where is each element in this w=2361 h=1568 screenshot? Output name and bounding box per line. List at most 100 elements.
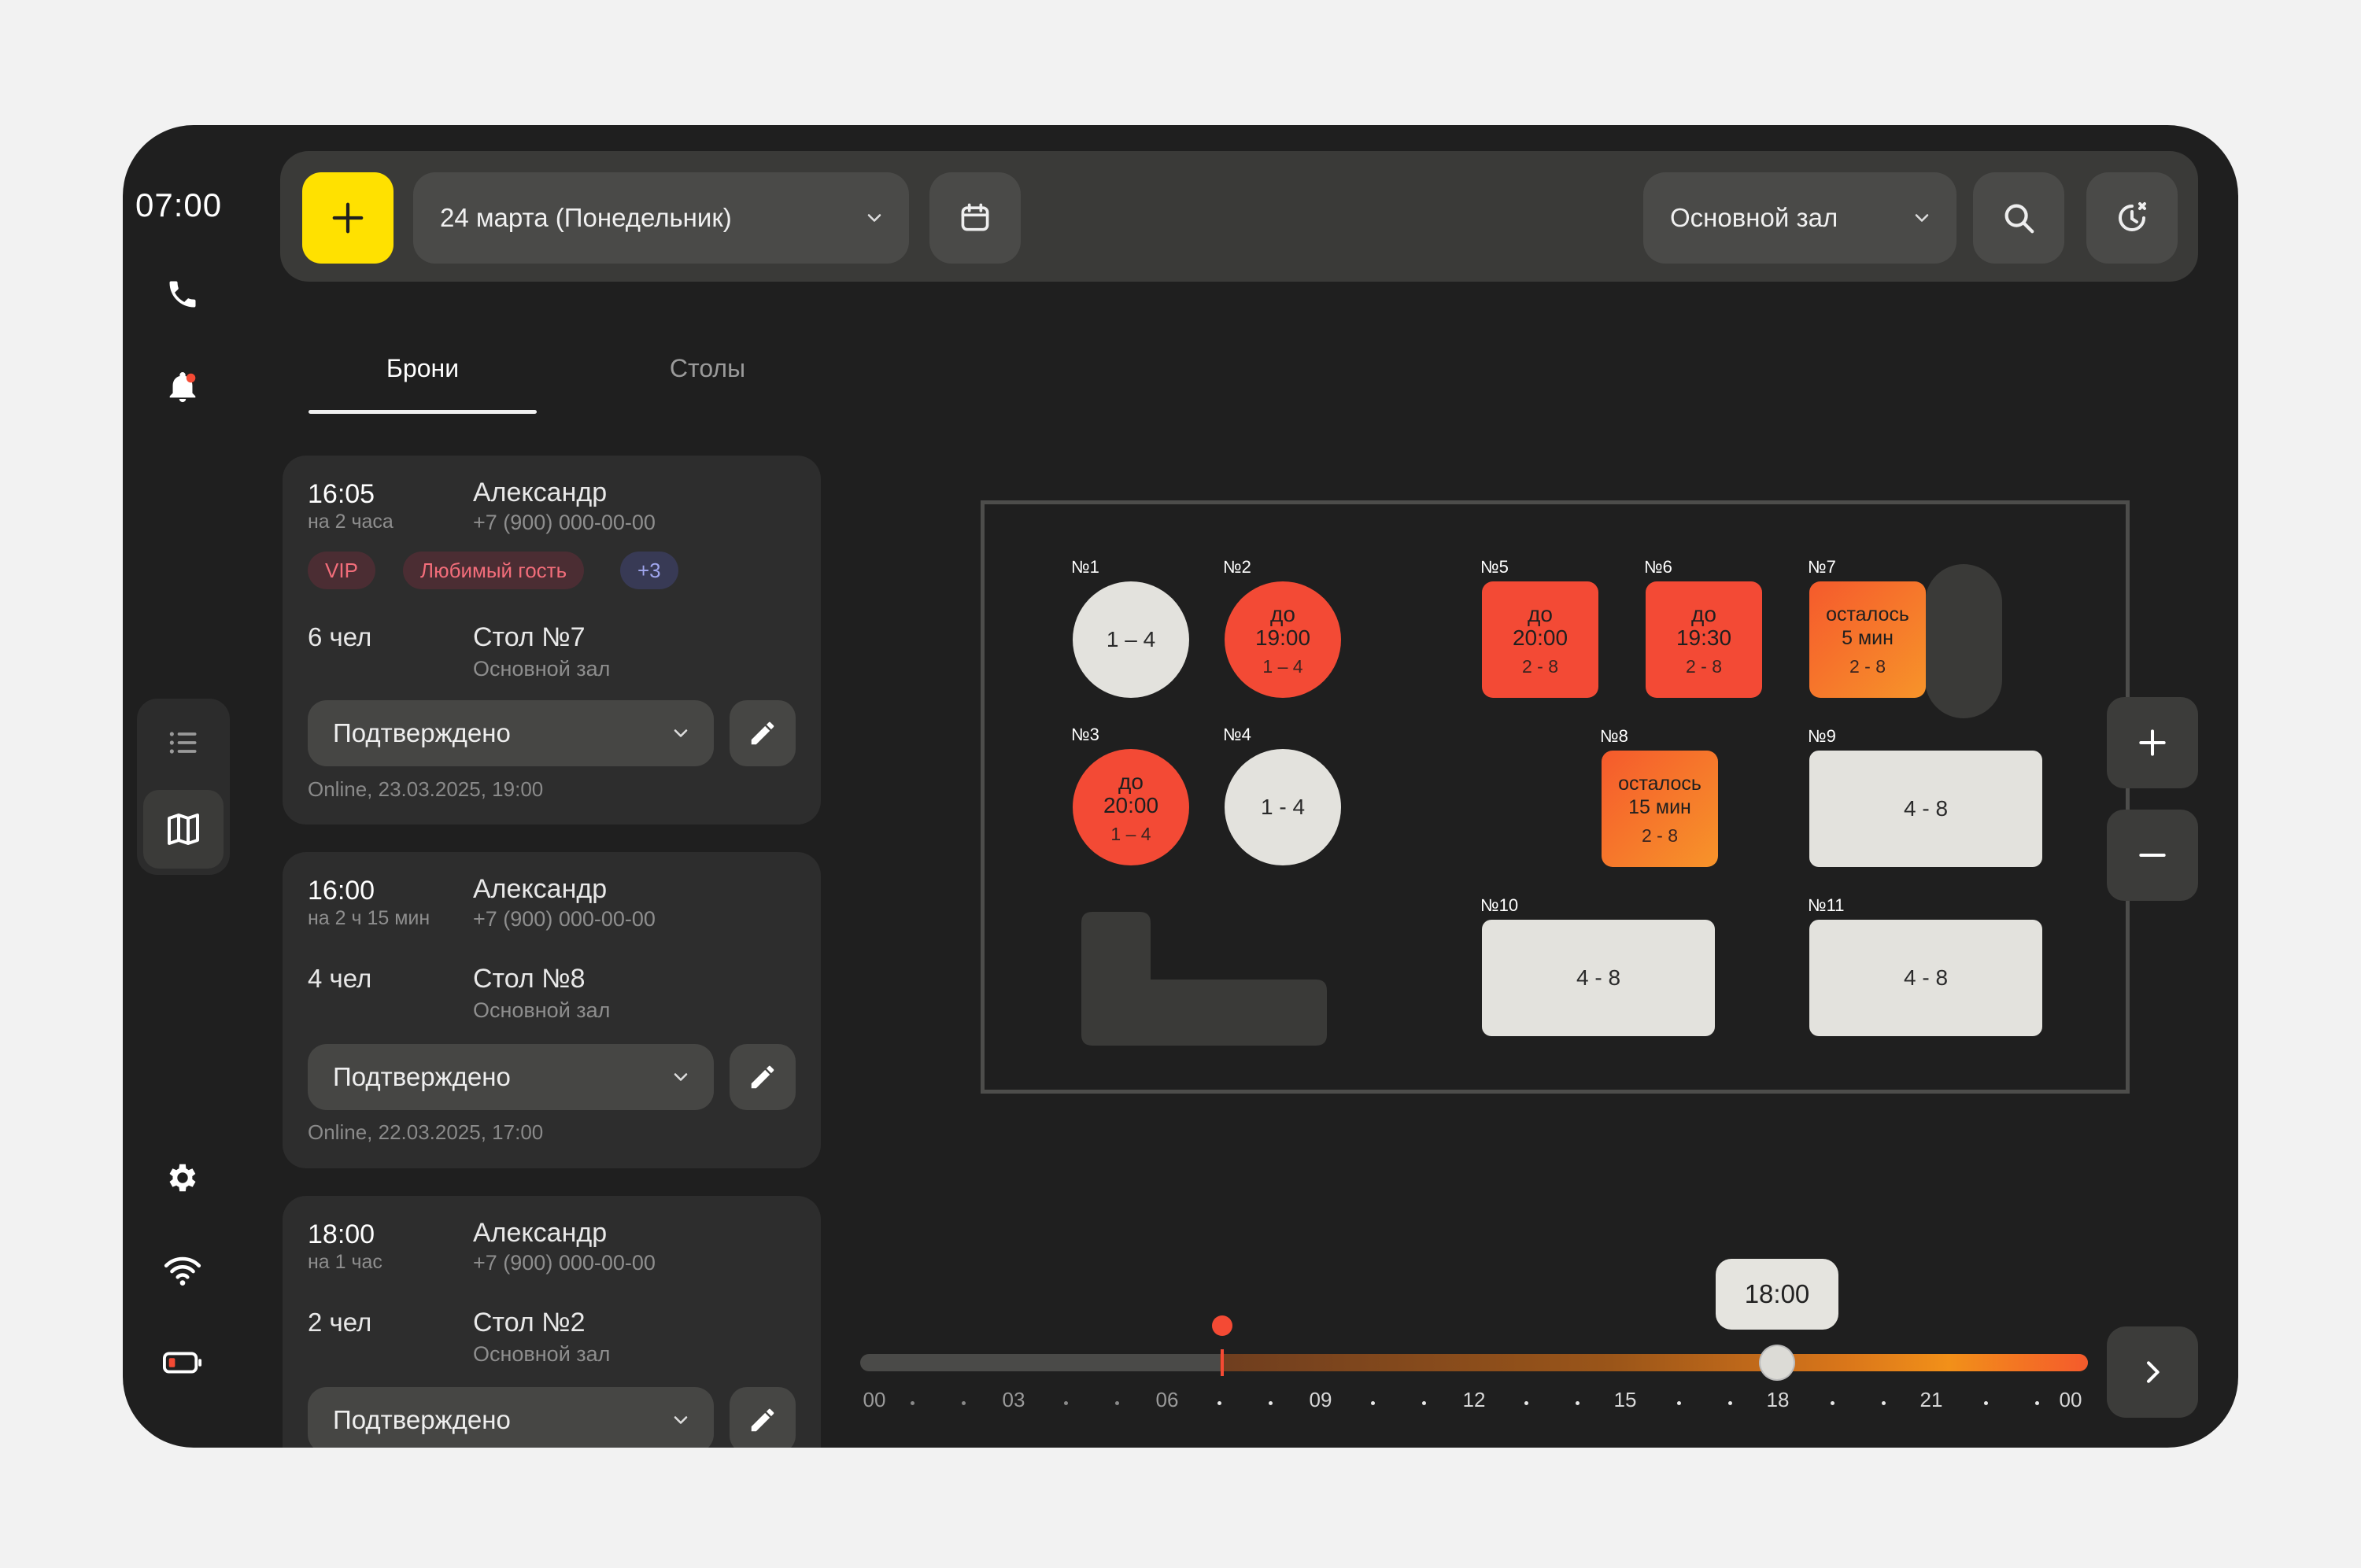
timeline-label: 18 [1766, 1388, 1790, 1411]
table-status-line2: 19:30 [1676, 625, 1732, 650]
status-select[interactable]: Подтверждено [308, 1044, 714, 1110]
table-number: №10 [1480, 895, 1519, 915]
calendar-button[interactable] [929, 172, 1021, 264]
status-label: Подтверждено [333, 718, 511, 747]
booking-table: Стол №7 [473, 622, 586, 652]
add-booking-button[interactable] [302, 172, 394, 264]
timeline-tick [1882, 1401, 1886, 1405]
timeline-next-button[interactable] [2107, 1326, 2198, 1418]
bar-counter [1081, 912, 1327, 1046]
table-number: №5 [1480, 557, 1509, 577]
hall-select[interactable]: Основной зал [1643, 172, 1956, 264]
table-number: №7 [1808, 557, 1836, 577]
booking-table: Стол №2 [473, 1308, 586, 1337]
table-status-line1: до [1528, 601, 1553, 626]
tab-bookings[interactable]: Брони [386, 354, 460, 382]
chevron-down-icon [674, 1073, 688, 1081]
booking-hall: Основной зал [473, 1342, 611, 1366]
timeline-handle[interactable] [1761, 1346, 1794, 1379]
phone-icon[interactable] [157, 269, 208, 319]
guest-count: 4 чел [308, 964, 372, 993]
table-capacity: 4 - 8 [1903, 965, 1949, 990]
table-status-line1: до [1691, 601, 1716, 626]
booking-time: 18:00 [308, 1219, 375, 1249]
booking-hall: Основной зал [473, 657, 611, 681]
table-7[interactable]: осталось 5 мин 2 - 8 [1809, 581, 1926, 698]
settings-icon[interactable] [157, 1153, 208, 1203]
booking-card[interactable]: 18:00 на 1 час Александр +7 (900) 000-00… [283, 1196, 821, 1448]
pillar [1925, 564, 2002, 718]
zoom-in-button[interactable] [2107, 697, 2198, 788]
table-number: №9 [1808, 726, 1836, 746]
table-11[interactable]: 4 - 8 [1809, 920, 2042, 1036]
edit-button[interactable] [730, 1044, 796, 1110]
calendar-icon [961, 203, 989, 231]
tag-more[interactable]: +3 [620, 552, 678, 589]
chevron-down-icon [674, 729, 688, 737]
timeline-label: 12 [1462, 1388, 1486, 1411]
table-capacity: 2 - 8 [1521, 655, 1559, 677]
edit-button[interactable] [730, 700, 796, 766]
bell-icon[interactable] [157, 362, 208, 412]
chevron-down-icon [674, 1416, 688, 1424]
table-5[interactable]: до 20:00 2 - 8 [1482, 581, 1598, 698]
status-select[interactable]: Подтверждено [308, 1387, 714, 1448]
booking-source: Online, 23.03.2025, 19:00 [308, 777, 544, 801]
table-capacity: 1 - 4 [1260, 795, 1306, 819]
table-capacity: 4 - 8 [1903, 796, 1949, 821]
edit-button[interactable] [730, 1387, 796, 1448]
booking-card[interactable]: 16:00 на 2 ч 15 мин Александр +7 (900) 0… [283, 852, 821, 1168]
tag-vip: VIP [308, 552, 375, 589]
table-1[interactable]: 1 – 4 [1073, 581, 1189, 698]
timeline-tick [1576, 1401, 1580, 1405]
tab-indicator [309, 410, 537, 414]
timeline-tick [1422, 1401, 1426, 1405]
timeline-label: 09 [1309, 1388, 1332, 1411]
guest-phone: +7 (900) 000-00-00 [473, 907, 656, 931]
table-6[interactable]: до 19:30 2 - 8 [1646, 581, 1762, 698]
table-status-line2: 20:00 [1103, 792, 1159, 817]
timeline-tick [962, 1401, 966, 1405]
status-label: Подтверждено [333, 1062, 511, 1091]
timeline-label: 00 [2059, 1388, 2082, 1411]
date-select[interactable]: 24 марта (Понедельник) [413, 172, 909, 264]
table-8[interactable]: осталось 15 мин 2 - 8 [1602, 751, 1718, 867]
table-status-line1: до [1270, 601, 1295, 626]
table-capacity: 2 - 8 [1641, 825, 1679, 846]
wifi-icon [157, 1245, 208, 1296]
table-4[interactable]: 1 - 4 [1225, 749, 1341, 865]
table-number: №11 [1808, 895, 1845, 915]
timeline-track[interactable] [860, 1354, 2088, 1371]
status-select[interactable]: Подтверждено [308, 700, 714, 766]
chevron-down-icon [1915, 214, 1929, 222]
list-view-button[interactable] [143, 703, 224, 782]
table-9[interactable]: 4 - 8 [1809, 751, 2042, 867]
minus-icon [2139, 853, 2166, 858]
history-button[interactable] [2086, 172, 2178, 264]
tab-tables[interactable]: Столы [669, 354, 746, 382]
table-10[interactable]: 4 - 8 [1482, 920, 1715, 1036]
list-icon [169, 732, 197, 754]
hall-select-label: Основной зал [1670, 203, 1838, 232]
timeline-tick [2035, 1401, 2039, 1405]
timeline-fill [1220, 1354, 2088, 1371]
table-3[interactable]: до 20:00 1 – 4 [1073, 749, 1189, 865]
zoom-out-button[interactable] [2107, 810, 2198, 901]
status-label: Подтверждено [333, 1405, 511, 1434]
search-button[interactable] [1973, 172, 2064, 264]
table-2[interactable]: до 19:00 1 – 4 [1225, 581, 1341, 698]
floor-map: №1 1 – 4 №2 до 19:00 1 – 4 №3 до 20:00 1… [981, 500, 2130, 1094]
map-view-button[interactable] [143, 790, 224, 869]
timeline-label: 03 [1002, 1388, 1025, 1411]
table-capacity: 1 – 4 [1262, 655, 1303, 677]
pencil-icon [751, 721, 774, 745]
table-status-line1: осталось [1826, 603, 1909, 625]
table-capacity: 1 – 4 [1106, 627, 1156, 651]
current-time-marker [1221, 1349, 1224, 1376]
map-icon [168, 814, 199, 845]
plus-icon [2139, 729, 2166, 756]
timeline-tick [1269, 1401, 1273, 1405]
booking-card[interactable]: 16:05 на 2 часа Александр +7 (900) 000-0… [283, 456, 821, 825]
pencil-icon [751, 1408, 774, 1432]
booking-hall: Основной зал [473, 998, 611, 1022]
